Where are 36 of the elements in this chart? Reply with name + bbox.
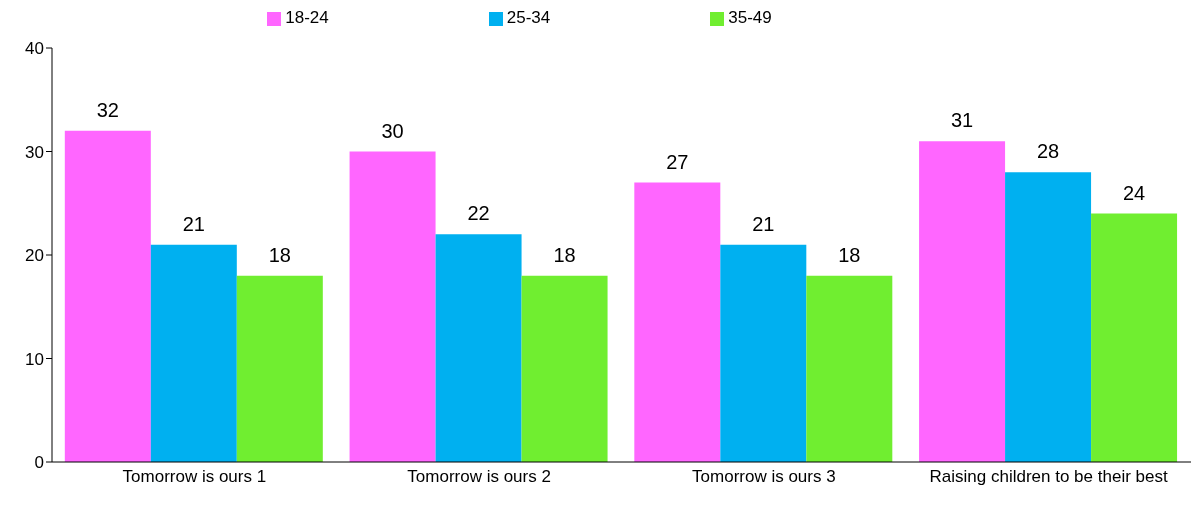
x-tick-label: Raising children to be their best	[929, 467, 1168, 487]
bar	[806, 275, 893, 462]
data-label: 21	[182, 212, 205, 235]
bar	[64, 130, 151, 462]
bar	[236, 275, 323, 462]
bar	[1005, 172, 1092, 462]
y-tick-label: 10	[25, 349, 44, 369]
data-label: 32	[96, 98, 119, 121]
x-tick-label: Tomorrow is ours 3	[692, 467, 836, 487]
bar	[1091, 213, 1178, 462]
x-tick-label: Tomorrow is ours 1	[122, 467, 267, 487]
y-tick-label: 20	[25, 246, 44, 266]
data-label: 27	[666, 150, 689, 173]
data-label: 31	[950, 109, 974, 132]
legend-label: 25-34	[506, 8, 551, 27]
y-tick-label: 0	[34, 453, 44, 473]
bar	[634, 182, 721, 462]
bar	[349, 151, 436, 462]
data-label: 18	[838, 243, 861, 266]
bar	[435, 234, 522, 462]
data-label: 28	[1036, 140, 1060, 163]
bar	[919, 141, 1006, 462]
data-label: 21	[752, 212, 775, 235]
y-tick-label: 40	[25, 39, 44, 59]
data-label: 24	[1122, 181, 1146, 204]
data-label: 18	[268, 243, 291, 266]
data-label: 18	[553, 243, 576, 266]
bar	[720, 244, 807, 462]
data-label: 22	[467, 202, 490, 225]
legend-label: 18-24	[285, 8, 329, 27]
y-tick-label: 30	[25, 142, 44, 162]
bar	[521, 275, 608, 462]
bar	[150, 244, 237, 462]
legend-label: 35-49	[728, 8, 772, 27]
x-tick-label: Tomorrow is ours 2	[407, 467, 551, 487]
data-label: 30	[381, 119, 404, 142]
